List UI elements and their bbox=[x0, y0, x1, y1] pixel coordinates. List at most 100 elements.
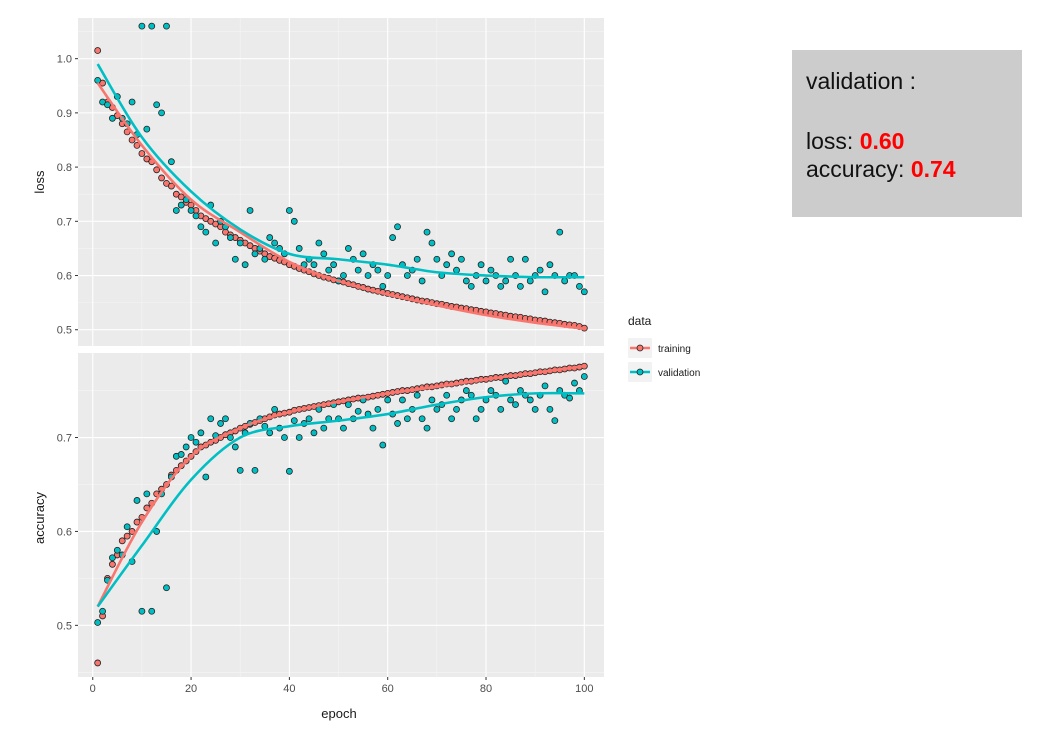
data-point-validation bbox=[305, 415, 313, 423]
data-point-training bbox=[94, 47, 102, 54]
legend-key-point bbox=[636, 368, 644, 376]
data-point-validation bbox=[123, 523, 131, 531]
data-point-validation bbox=[158, 109, 165, 117]
y-tick-label: 0.9 bbox=[57, 108, 72, 120]
data-point-validation bbox=[207, 415, 215, 423]
data-point-validation bbox=[418, 277, 426, 285]
data-point-validation bbox=[521, 255, 529, 263]
data-point-validation bbox=[251, 250, 259, 258]
data-point-validation bbox=[472, 415, 480, 423]
data-point-validation bbox=[364, 272, 372, 279]
data-point-validation bbox=[394, 420, 401, 427]
data-point-validation bbox=[566, 394, 573, 402]
data-point-validation bbox=[285, 207, 293, 214]
data-point-validation bbox=[580, 373, 588, 380]
data-point-validation bbox=[448, 250, 456, 258]
data-point-validation bbox=[389, 234, 397, 241]
data-point-validation bbox=[526, 396, 534, 404]
data-point-validation bbox=[546, 405, 554, 413]
data-point-validation bbox=[453, 405, 460, 413]
data-point-validation bbox=[413, 391, 421, 399]
summary-accuracy-label: accuracy: bbox=[806, 156, 905, 182]
data-point-training bbox=[168, 182, 175, 190]
data-point-validation bbox=[222, 415, 229, 423]
summary-accuracy-row: accuracy: 0.74 bbox=[806, 155, 1022, 183]
data-point-validation bbox=[433, 405, 441, 413]
data-point-validation bbox=[320, 250, 328, 258]
data-point-validation bbox=[502, 377, 510, 385]
data-point-validation bbox=[177, 451, 185, 458]
smooth-line-validation bbox=[96, 63, 585, 279]
data-point-validation bbox=[403, 272, 411, 279]
data-point-validation bbox=[497, 282, 505, 290]
data-point-validation bbox=[561, 277, 569, 285]
data-point-validation bbox=[512, 401, 519, 409]
data-point-validation bbox=[399, 396, 406, 404]
data-point-validation bbox=[374, 405, 382, 413]
data-point-validation bbox=[517, 282, 524, 290]
data-point-validation bbox=[192, 212, 200, 220]
legend-label: training bbox=[658, 344, 691, 355]
data-point-validation bbox=[177, 201, 185, 209]
data-point-validation bbox=[354, 266, 362, 274]
data-point-validation bbox=[403, 415, 411, 423]
data-point-validation bbox=[423, 424, 431, 432]
data-point-validation bbox=[281, 434, 288, 441]
data-point-validation bbox=[266, 429, 274, 437]
data-point-validation bbox=[226, 234, 234, 241]
data-point-validation bbox=[236, 239, 244, 247]
y-tick-label: 0.7 bbox=[57, 216, 72, 228]
data-point-validation bbox=[138, 607, 146, 615]
data-point-validation bbox=[325, 266, 333, 274]
x-tick-label: 40 bbox=[283, 683, 295, 695]
data-point-validation bbox=[448, 415, 456, 423]
data-point-validation bbox=[197, 223, 205, 231]
data-point-validation bbox=[384, 272, 392, 279]
data-point-validation bbox=[443, 391, 451, 399]
data-point-training bbox=[133, 142, 141, 149]
data-point-validation bbox=[315, 239, 323, 247]
data-point-validation bbox=[295, 245, 303, 252]
data-point-validation bbox=[482, 277, 490, 285]
data-point-validation bbox=[290, 217, 298, 225]
data-point-validation bbox=[202, 473, 210, 481]
data-point-training bbox=[128, 136, 136, 144]
data-point-validation bbox=[310, 429, 318, 437]
x-axis: 0 20 40 60 80 100 bbox=[90, 677, 594, 695]
data-point-validation bbox=[251, 466, 259, 474]
data-point-validation bbox=[153, 101, 161, 109]
data-point-validation bbox=[541, 382, 549, 390]
data-point-validation bbox=[541, 288, 549, 296]
data-point-validation bbox=[128, 98, 136, 106]
y-tick-label: 0.6 bbox=[57, 271, 72, 283]
data-point-validation bbox=[143, 125, 151, 133]
data-point-validation bbox=[517, 387, 524, 394]
data-point-validation bbox=[369, 424, 377, 432]
data-point-validation bbox=[453, 266, 460, 274]
x-tick-label: 0 bbox=[90, 683, 96, 695]
y-axis-title-loss: loss bbox=[32, 170, 47, 194]
data-point-validation bbox=[462, 387, 470, 394]
smooth-line-validation bbox=[96, 391, 585, 608]
data-point-validation bbox=[487, 266, 495, 274]
data-point-training bbox=[109, 560, 116, 568]
data-point-validation bbox=[531, 405, 539, 413]
data-point-validation bbox=[462, 277, 470, 285]
data-point-validation bbox=[576, 282, 583, 290]
data-point-validation bbox=[344, 245, 352, 252]
data-point-validation bbox=[104, 101, 111, 109]
data-point-validation bbox=[295, 434, 303, 441]
series-validation-points bbox=[94, 373, 588, 626]
data-point-validation bbox=[330, 261, 338, 269]
data-point-validation bbox=[379, 441, 387, 449]
data-point-validation bbox=[551, 417, 559, 425]
accuracy-panel: 0.5 0.6 0.7 bbox=[57, 353, 604, 677]
data-point-training bbox=[123, 532, 131, 540]
data-point-validation bbox=[217, 420, 224, 427]
data-point-validation bbox=[99, 607, 106, 615]
data-point-validation bbox=[359, 250, 367, 258]
y-tick-label: 0.5 bbox=[57, 325, 72, 337]
y-axis-title-accuracy: accuracy bbox=[32, 491, 47, 544]
data-point-validation bbox=[374, 266, 382, 274]
